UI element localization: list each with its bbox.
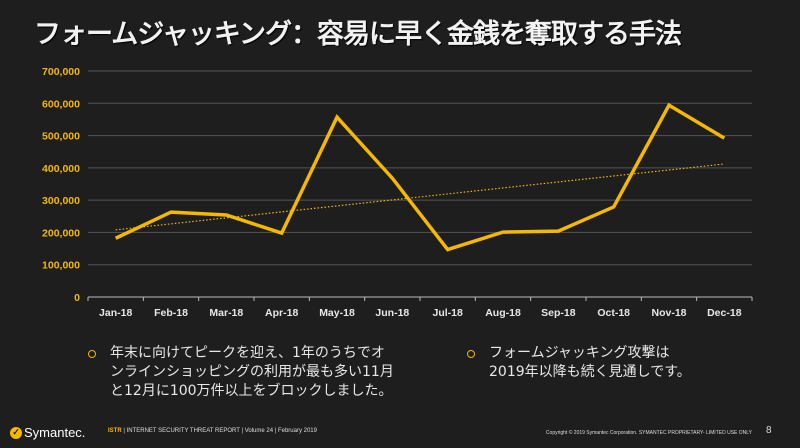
- bullet-dot-icon: [88, 350, 96, 358]
- page-number: 8: [766, 425, 772, 436]
- y-tick-label: 600,000: [42, 98, 80, 110]
- x-tick-label: Sep-18: [541, 307, 576, 319]
- x-tick-label: Jun-18: [375, 307, 409, 319]
- footer-report: ISTR | INTERNET SECURITY THREAT REPORT |…: [108, 428, 317, 434]
- y-tick-label: 200,000: [42, 227, 80, 239]
- logo-text: Symantec.: [24, 425, 86, 440]
- x-tick-label: Oct-18: [597, 307, 630, 319]
- bullet-1: 年末に向けてピークを迎え、1年のうちでオ ンラインショッピングの利用が最も多い1…: [88, 344, 394, 401]
- x-tick-label: Apr-18: [265, 307, 298, 319]
- y-tick-label: 700,000: [42, 66, 80, 78]
- bullet-line: 年末に向けてピークを迎え、1年のうちでオ: [110, 345, 385, 361]
- data-series-line: [114, 102, 726, 252]
- bullet-2: フォームジャッキング攻撃は 2019年以降も続く見通しです。: [467, 344, 691, 382]
- footer-istr: ISTR: [108, 428, 122, 434]
- slide-title: フォームジャッキング：容易に早く金銭を奪取する手法: [34, 19, 682, 50]
- bullet-line: フォームジャッキング攻撃は: [489, 345, 670, 361]
- y-tick-label: 500,000: [42, 131, 80, 143]
- x-tick-label: Nov-18: [651, 307, 686, 319]
- x-tick-label: Feb-18: [154, 307, 188, 319]
- bullet-line: と12月に100万件以上をブロックしました。: [110, 383, 393, 399]
- y-tick-label: 0: [74, 292, 80, 304]
- line-chart: 0 100,000 200,000 300,000 400,000 500,000 600,…: [42, 66, 753, 319]
- x-tick-label: Aug-18: [485, 307, 521, 319]
- y-tick-label: 100,000: [42, 260, 80, 272]
- y-tick-label: 400,000: [42, 163, 80, 175]
- bullet-line: ンラインショッピングの利用が最も多い11月: [110, 364, 394, 380]
- checkmark-icon: ✓: [10, 426, 22, 439]
- x-tick-label: Dec-18: [707, 307, 742, 319]
- trend-line: [115, 163, 725, 231]
- x-tick-label: May-18: [319, 307, 355, 319]
- x-tick-label: Mar-18: [209, 307, 243, 319]
- bullet-line: 2019年以降も続く見通しです。: [489, 364, 691, 380]
- x-tick-label: Jan-18: [99, 307, 132, 319]
- x-tick-label: Jul-18: [432, 307, 463, 319]
- symantec-logo: ✓ Symantec.: [10, 425, 85, 440]
- y-tick-label: 300,000: [42, 195, 80, 207]
- footer-copyright: Copyright © 2019 Symantec Corporation. S…: [545, 430, 752, 436]
- bullet-dot-icon: [467, 350, 475, 358]
- footer-report-text: | INTERNET SECURITY THREAT REPORT | Volu…: [123, 428, 317, 434]
